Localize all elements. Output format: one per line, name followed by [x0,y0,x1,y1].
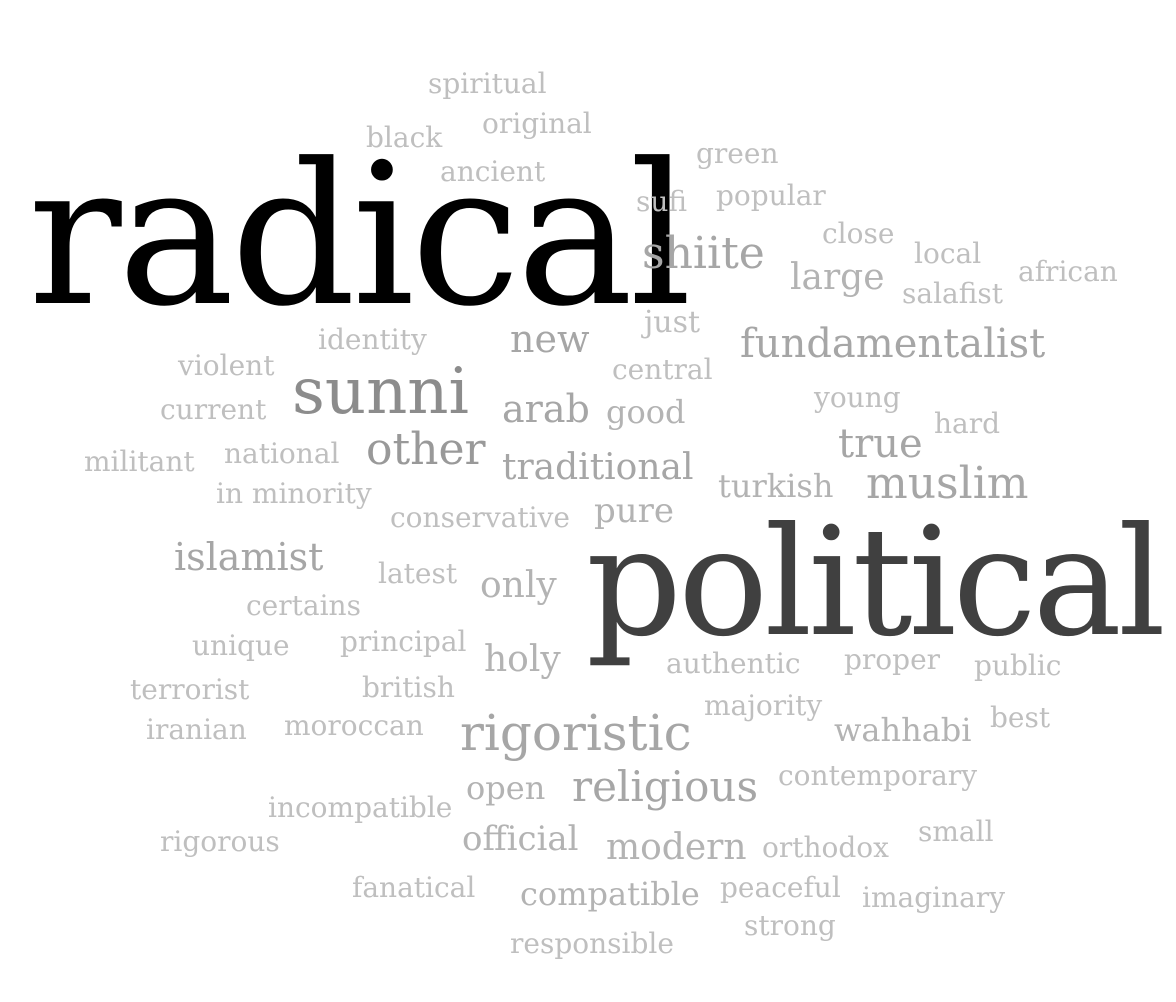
word-unique: unique [192,629,290,662]
word-identity: identity [318,323,427,356]
word-sunni: sunni [292,355,469,429]
word-other: other [366,424,486,475]
word-political: political [586,496,1166,670]
word-african: african [1018,255,1118,288]
word-just: just [644,305,701,340]
word-principal: principal [340,625,467,658]
word-muslim: muslim [866,458,1029,509]
word-pure: pure [594,491,675,531]
word-spiritual: spiritual [428,67,547,100]
word-rigorous: rigorous [160,825,280,858]
word-green: green [696,137,779,170]
word-national: national [224,437,340,470]
word-small: small [918,815,994,848]
word-iranian: iranian [146,713,247,746]
word-terrorist: terrorist [130,673,250,706]
word-hard: hard [934,407,1001,440]
word-in-minority: in minority [216,477,372,510]
word-new: new [510,317,590,361]
word-popular: popular [716,179,826,212]
word-holy: holy [484,639,561,680]
word-certains: certains [246,589,361,622]
word-responsible: responsible [510,927,674,960]
word-shiite: shiite [642,228,765,279]
word-militant: militant [84,445,195,478]
word-local: local [914,237,982,270]
word-religious: religious [572,762,759,811]
word-true: true [838,421,923,467]
word-contemporary: contemporary [778,759,978,792]
word-open: open [466,769,546,807]
word-public: public [974,649,1062,682]
word-traditional: traditional [502,447,694,488]
word-official: official [462,819,579,859]
word-young: young [814,381,901,414]
word-proper: proper [844,643,941,676]
word-authentic: authentic [666,647,801,680]
word-british: british [362,671,455,704]
word-conservative: conservative [390,501,571,534]
word-salafist: salafist [902,277,1004,310]
word-turkish: turkish [718,467,834,505]
word-islamist: islamist [174,535,324,579]
word-best: best [990,701,1051,734]
word-ancient: ancient [440,155,546,188]
word-violent: violent [178,349,275,382]
word-fanatical: fanatical [352,871,476,904]
word-modern: modern [606,827,747,868]
word-original: original [482,107,592,140]
word-central: central [612,353,713,386]
word-close: close [822,217,895,250]
word-sufi: sufi [636,185,688,218]
word-compatible: compatible [520,875,700,913]
word-orthodox: orthodox [762,831,889,864]
word-majority: majority [704,689,823,722]
word-good: good [606,393,686,431]
word-latest: latest [378,557,458,590]
word-strong: strong [744,909,836,942]
word-large: large [790,257,885,298]
word-black: black [366,121,443,154]
word-only: only [480,565,557,606]
word-wahhabi: wahhabi [834,711,972,749]
word-imaginary: imaginary [862,881,1006,914]
word-rigoristic: rigoristic [460,704,692,762]
word-moroccan: moroccan [284,709,424,742]
word-incompatible: incompatible [268,791,453,824]
word-fundamentalist: fundamentalist [740,321,1046,367]
word-current: current [160,393,267,426]
word-radical: radical [28,122,692,350]
word-peaceful: peaceful [720,871,841,904]
word-arab: arab [502,387,590,431]
